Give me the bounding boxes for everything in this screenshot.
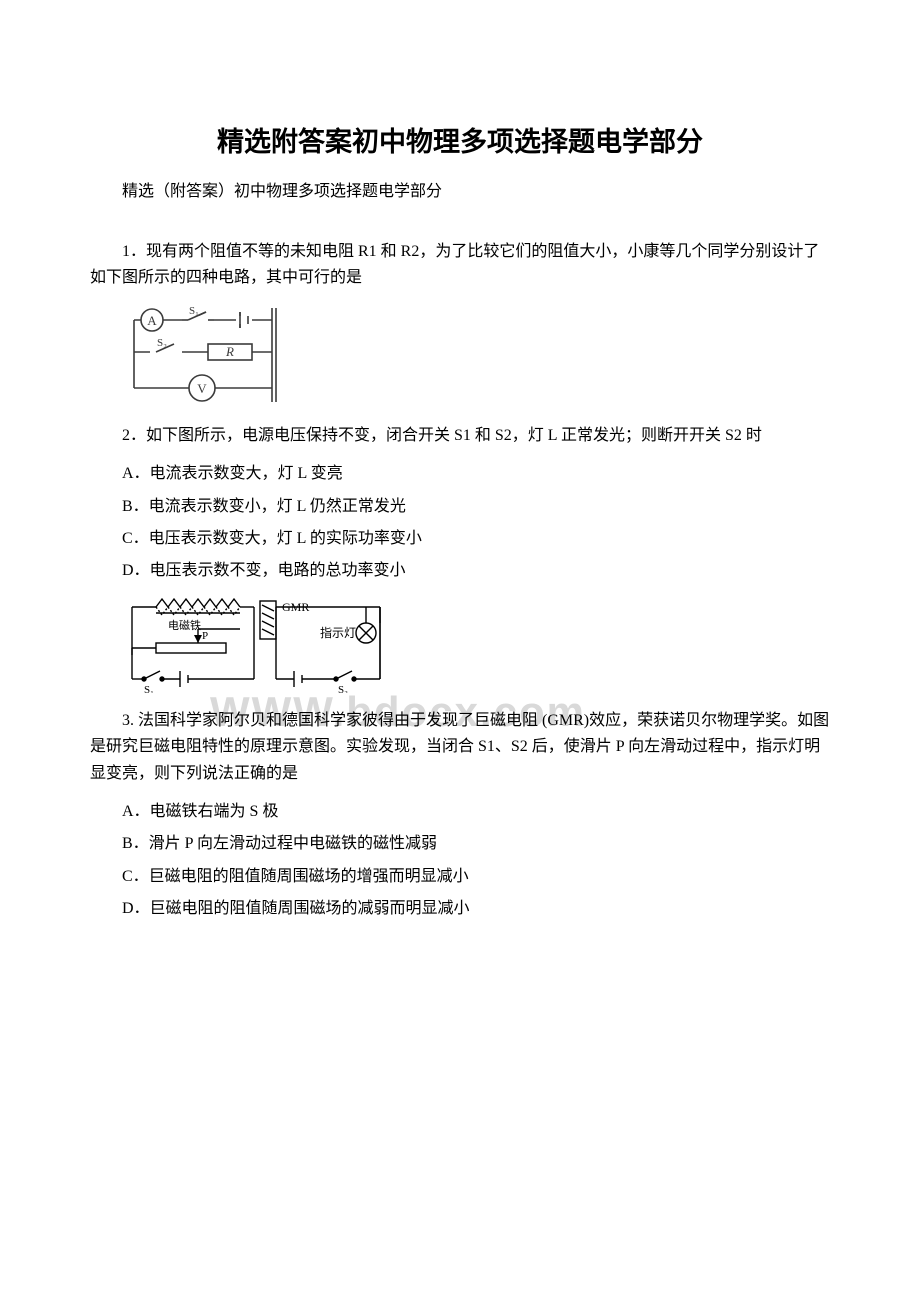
q1-figure: A S₁ S₂ R V [122,302,830,413]
q2-label-em: 电磁铁 [168,619,201,632]
q3-opt-A: A．电磁铁右端为 S 极 [122,797,830,827]
q1-label-A: A [147,313,157,328]
q1-text: 1．现有两个阻值不等的未知电阻 R1 和 R2，为了比较它们的阻值大小，小康等几… [90,239,830,292]
q3-opt-D: D．巨磁电阻的阻值随周围磁场的减弱而明显减小 [122,894,830,924]
q2-opt-C: C．电压表示数变大，灯 L 的实际功率变小 [122,524,830,554]
q1-label-S1: S₁ [189,305,199,317]
q1-label-R: R [225,344,234,359]
q3-text: 3. 法国科学家阿尔贝和德国科学家彼得由于发现了巨磁电阻 (GMR)效应，荣获诺… [90,708,830,787]
page-title: 精选附答案初中物理多项选择题电学部分 [90,120,830,159]
q1-label-V: V [197,381,207,396]
page-subtitle: 精选（附答案）初中物理多项选择题电学部分 [90,177,830,201]
q2-label-gmr: GMR [282,600,309,614]
q2-label-S1: S₁ [144,684,154,693]
q2-figure: GMR 指示灯 电磁铁 P S₁ S₂ [122,593,830,698]
q2-opt-A: A．电流表示数变大，灯 L 变亮 [122,459,830,489]
q1-label-S2: S₂ [157,337,167,349]
q3-opt-C: C．巨磁电阻的阻值随周围磁场的增强而明显减小 [122,862,830,892]
q2-label-indicator: 指示灯 [320,625,356,640]
q3-opt-B: B．滑片 P 向左滑动过程中电磁铁的磁性减弱 [122,829,830,859]
q2-label-S2: S₂ [338,684,348,693]
q2-label-P: P [202,630,208,642]
q2-text: 2．如下图所示，电源电压保持不变，闭合开关 S1 和 S2，灯 L 正常发光；则… [90,423,830,449]
q2-opt-D: D．电压表示数不变，电路的总功率变小 [122,556,830,586]
q2-opt-B: B．电流表示数变小，灯 L 仍然正常发光 [122,492,830,522]
